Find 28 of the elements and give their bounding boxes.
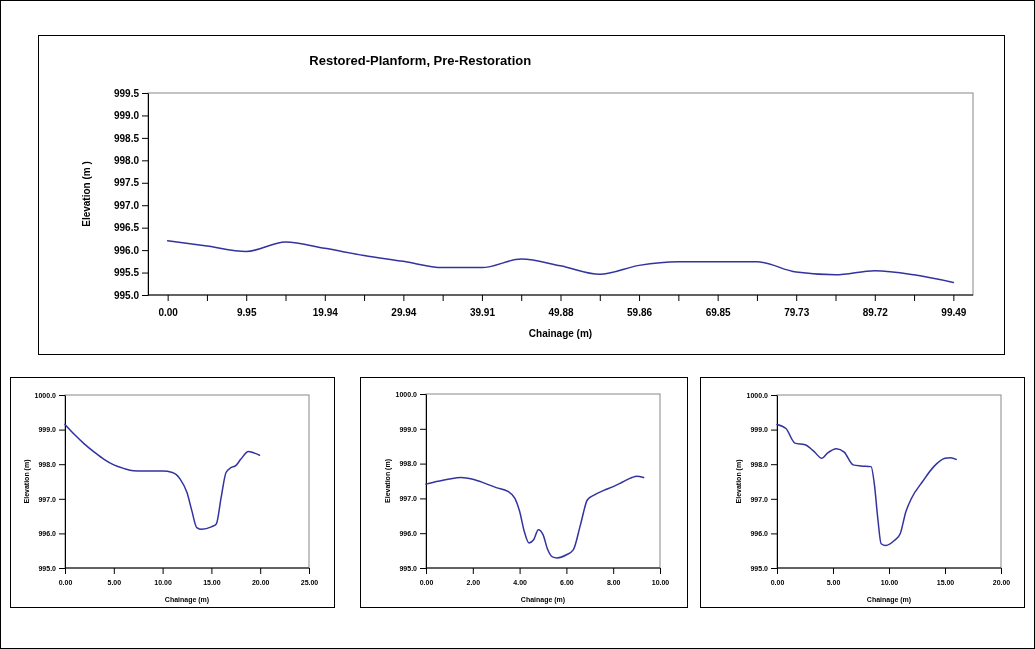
y-tick-label: 996.0 (113, 244, 140, 256)
x-tick-label: 59.86 (627, 307, 653, 318)
chart-title: Restored-Planform, Pre-Restoration (309, 53, 532, 68)
x-tick-label: 69.85 (705, 307, 732, 318)
x-tick-label: 79.73 (784, 307, 810, 318)
y-tick-label: 995.0 (113, 289, 140, 301)
y-tick-label: 995.5 (113, 267, 140, 279)
y-tick-label: 999.0 (113, 110, 140, 122)
line-series (776, 423, 957, 547)
x-tick-label: 49.88 (548, 307, 574, 318)
x-tick-label: 29.94 (391, 307, 417, 318)
y-tick-label: 997.0 (113, 199, 140, 211)
x-axis-title: Chainage (m) (528, 328, 593, 339)
line-series (166, 239, 955, 284)
line-series (64, 423, 261, 530)
x-tick-label: 9.95 (236, 307, 257, 318)
y-tick-label: 997.5 (113, 177, 140, 189)
y-axis-title: Elevation (m ) (81, 161, 92, 227)
x-tick-label: 89.72 (862, 307, 889, 318)
y-tick-label: 999.5 (113, 87, 140, 99)
x-tick-label: 99.49 (941, 307, 967, 318)
x-tick-label: 19.94 (312, 307, 339, 318)
y-tick-label: 998.5 (113, 132, 140, 144)
y-tick-label: 998.0 (113, 155, 140, 167)
x-tick-label: 0.00 (158, 307, 179, 318)
y-tick-label: 996.5 (113, 222, 140, 234)
line-series (425, 475, 645, 559)
x-tick-label: 39.91 (469, 307, 496, 318)
